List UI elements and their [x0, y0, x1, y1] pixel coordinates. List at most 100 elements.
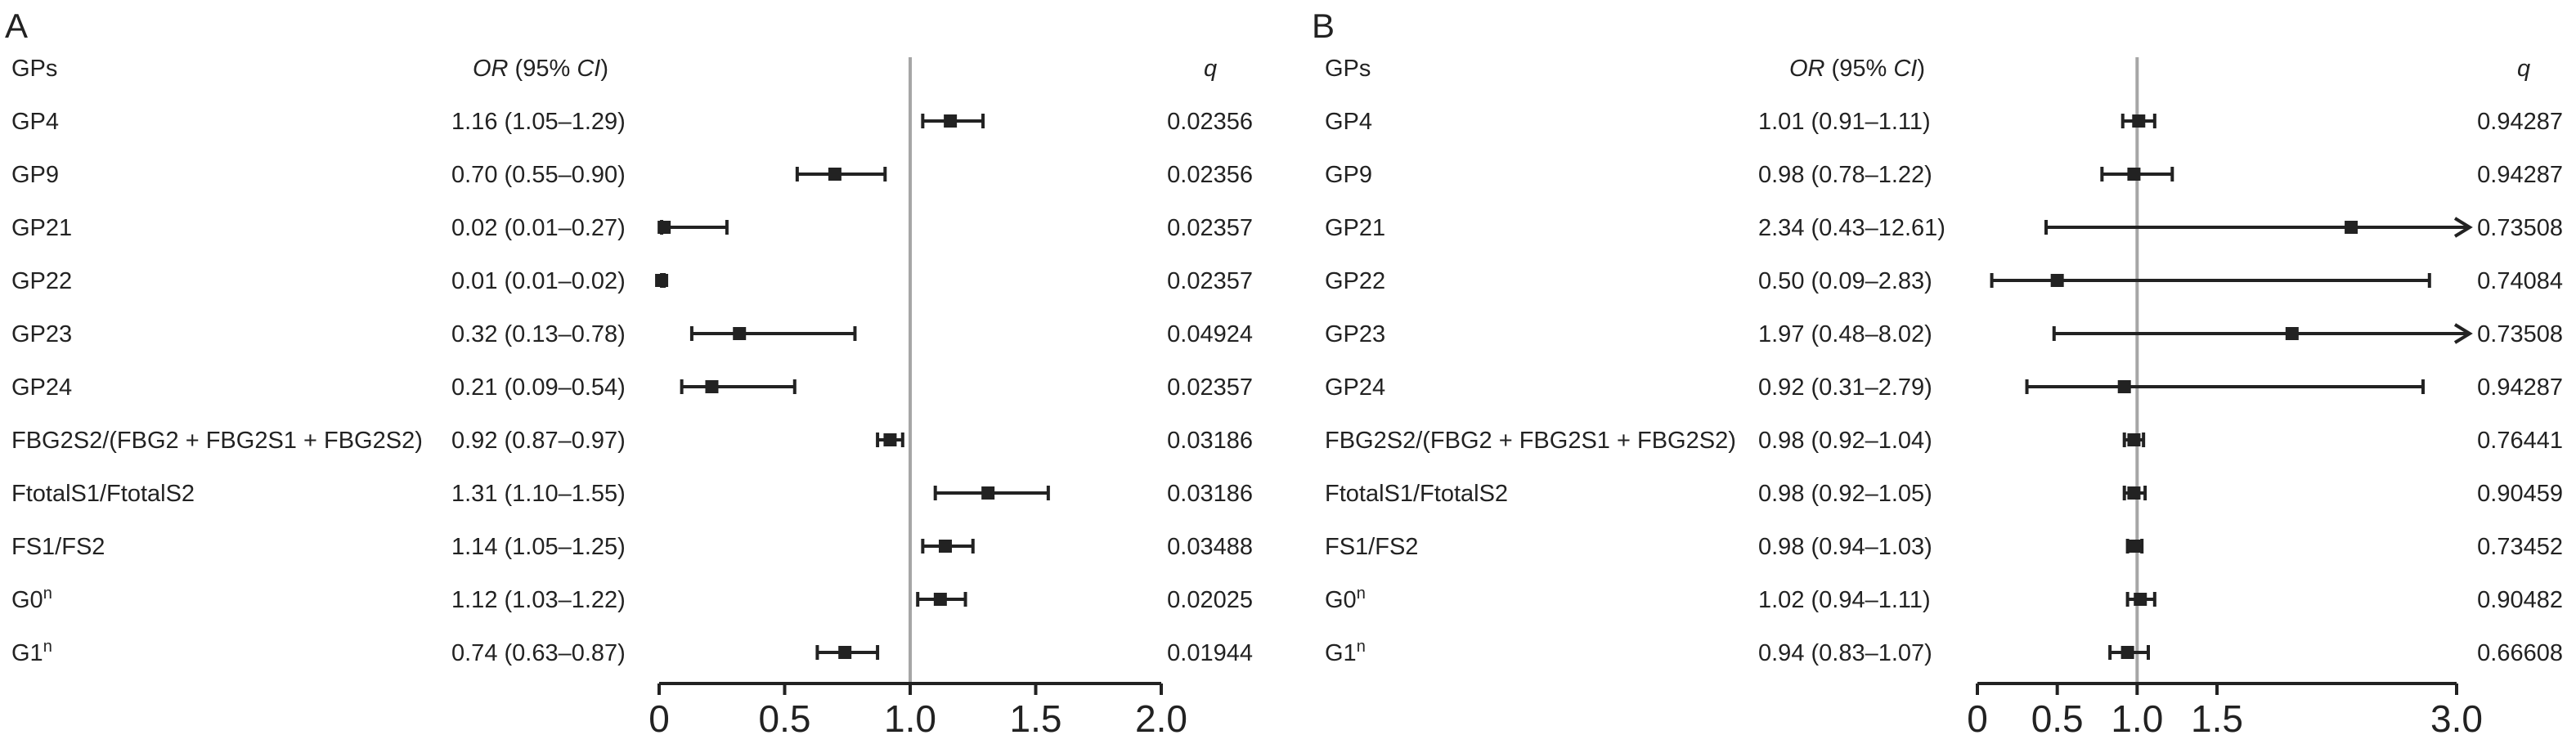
row-label-text: GP4	[1325, 109, 1372, 135]
q-value: 0.73508	[2477, 321, 2563, 347]
q-value: 0.73508	[2477, 215, 2563, 241]
point-estimate	[655, 274, 669, 287]
row-label-text: GP21	[11, 215, 72, 241]
row-label-text: GP23	[11, 321, 72, 347]
row-label: FtotalS1/FtotalS2	[11, 481, 195, 507]
point-estimate	[2127, 486, 2141, 500]
x-axis-tick-label: 1.5	[2191, 697, 2243, 740]
or-ci-value: 0.92 (0.31–2.79)	[1758, 374, 1932, 401]
panel-b: B GPs OR (95% CI) q 0 0.5 1.0 1.5 3.0 GP4 1.01 (0.…	[1312, 7, 2563, 740]
point-estimate	[2345, 221, 2358, 234]
row-label-text: FBG2S2/(FBG2 + FBG2S1 + FBG2S2)	[11, 428, 423, 454]
q-value: 0.76441	[2477, 428, 2563, 454]
q-value: 0.03488	[1167, 534, 1253, 560]
row-label-text: GP4	[11, 109, 59, 135]
ci-header-italic: CI	[577, 56, 600, 82]
row-label-superscript: n	[1357, 638, 1366, 656]
or-ci-value: 0.74 (0.63–0.87)	[451, 640, 626, 666]
q-value: 0.73452	[2477, 534, 2563, 560]
row-label-text: G0	[1325, 587, 1357, 613]
or-ci-value: 0.21 (0.09–0.54)	[451, 374, 626, 401]
row-label-text: GP9	[1325, 162, 1372, 188]
ci-arrow	[2453, 217, 2473, 238]
ci-arrow	[2453, 323, 2473, 344]
point-estimate	[2134, 593, 2147, 606]
q-value: 0.02356	[1167, 162, 1253, 188]
x-axis-tick-label: 0.5	[759, 697, 811, 740]
panel-letter: A	[5, 7, 28, 45]
column-header-gps: GPs	[11, 56, 57, 82]
point-estimate	[2285, 327, 2299, 340]
row-label: GP24	[11, 374, 72, 401]
or-ci-value: 1.14 (1.05–1.25)	[451, 534, 626, 560]
q-value: 0.04924	[1167, 321, 1253, 347]
or-header-italic: OR	[473, 56, 509, 82]
or-ci-value: 1.01 (0.91–1.11)	[1758, 109, 1931, 135]
or-ci-value: 0.98 (0.78–1.22)	[1758, 162, 1932, 188]
point-estimate	[733, 327, 747, 340]
q-value: 0.03186	[1167, 481, 1253, 507]
column-header-q: q	[2517, 56, 2530, 82]
point-estimate	[2127, 433, 2141, 446]
point-estimate	[2120, 646, 2134, 659]
point-estimate	[2117, 380, 2131, 393]
point-estimate	[2127, 540, 2141, 553]
panel-a: A GPs OR (95% CI) q 0 0.5 1.0 1.5 2.0 GP4 1.16 (1.…	[5, 7, 1253, 740]
point-estimate	[2050, 274, 2064, 287]
row-label: GP23	[11, 321, 72, 347]
row-label-text: GP9	[11, 162, 59, 188]
q-value: 0.94287	[2477, 162, 2563, 188]
point-estimate	[657, 221, 671, 234]
row-label-text: FtotalS1/FtotalS2	[1325, 481, 1508, 507]
or-ci-value: 0.50 (0.09–2.83)	[1758, 268, 1932, 294]
row-label: GP24	[1325, 374, 1385, 401]
row-label: GP9	[1325, 162, 1372, 188]
row-label-text: GP22	[11, 268, 72, 294]
row-label-superscript: n	[1357, 585, 1366, 603]
row-label: GP22	[11, 268, 72, 294]
row-label: GP23	[1325, 321, 1385, 347]
x-axis-tick-label: 2.0	[1135, 697, 1187, 740]
or-ci-value: 0.32 (0.13–0.78)	[451, 321, 626, 347]
q-value: 0.03186	[1167, 428, 1253, 454]
or-ci-value: 0.01 (0.01–0.02)	[451, 268, 626, 294]
row-label: GP21	[1325, 215, 1385, 241]
or-ci-value: 0.02 (0.01–0.27)	[451, 215, 626, 241]
or-ci-value: 0.98 (0.94–1.03)	[1758, 534, 1932, 560]
row-label-text: GP24	[11, 374, 72, 401]
row-label-text: GP23	[1325, 321, 1385, 347]
row-label: GP21	[11, 215, 72, 241]
column-header-or-ci: OR (95% CI)	[1789, 56, 1925, 82]
point-estimate	[705, 380, 719, 393]
row-label-superscript: n	[43, 585, 52, 603]
row-label: FS1/FS2	[11, 534, 105, 560]
ci-header-italic: CI	[1893, 56, 1917, 82]
or-header-text: (95%	[509, 56, 577, 82]
or-ci-value: 0.92 (0.87–0.97)	[451, 428, 626, 454]
q-value: 0.74084	[2477, 268, 2563, 294]
point-estimate	[944, 114, 958, 128]
q-value: 0.94287	[2477, 109, 2563, 135]
q-value: 0.90459	[2477, 481, 2563, 507]
x-axis-tick-label: 0.5	[2031, 697, 2084, 740]
x-axis-tick-label: 1.0	[2111, 697, 2163, 740]
row-label: FtotalS1/FtotalS2	[1325, 481, 1508, 507]
x-axis-tick-label: 0	[648, 697, 670, 740]
row-label-text: FBG2S2/(FBG2 + FBG2S1 + FBG2S2)	[1325, 428, 1736, 454]
row-label-superscript: n	[43, 638, 52, 656]
or-ci-value: 1.31 (1.10–1.55)	[451, 481, 626, 507]
or-ci-value: 0.94 (0.83–1.07)	[1758, 640, 1932, 666]
or-ci-value: 0.70 (0.55–0.90)	[451, 162, 626, 188]
row-label-text: GP22	[1325, 268, 1385, 294]
row-label-text: GP21	[1325, 215, 1385, 241]
row-label-text: FS1/FS2	[1325, 534, 1418, 560]
row-label: G1n	[11, 638, 52, 666]
q-value: 0.01944	[1167, 640, 1253, 666]
column-header-or-ci: OR (95% CI)	[473, 56, 608, 82]
row-label-text: G1	[11, 640, 43, 666]
or-header-close: )	[600, 56, 608, 82]
column-header-q: q	[1204, 56, 1217, 82]
point-estimate	[933, 593, 947, 606]
x-axis-tick-label: 0	[1967, 697, 1988, 740]
